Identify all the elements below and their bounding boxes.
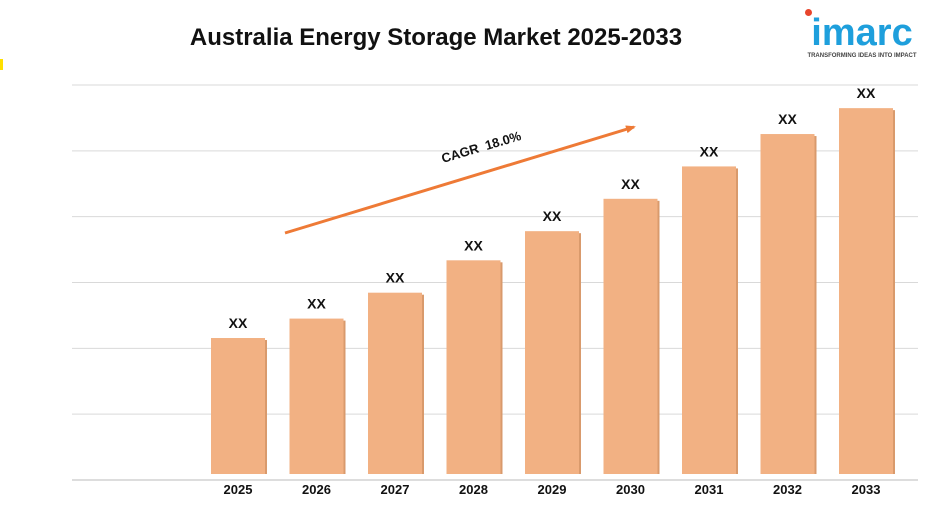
bar-2029	[525, 231, 579, 474]
x-tick-label: 2029	[538, 482, 567, 497]
bar-value-label: XX	[621, 176, 640, 192]
x-tick-label: 2031	[695, 482, 724, 497]
brand-name: imarc	[811, 12, 913, 54]
x-tick-label: 2025	[224, 482, 253, 497]
corner-marker	[0, 59, 3, 70]
bar-2028	[446, 260, 501, 474]
bar-2030	[603, 198, 658, 474]
bar-shadow-2029	[579, 233, 581, 474]
bar-value-label: XX	[464, 237, 483, 253]
bar-shadow-2031	[736, 168, 738, 474]
bar-shadow-2025	[265, 340, 267, 474]
bar-2026	[289, 318, 344, 474]
bar-value-label: XX	[857, 85, 876, 101]
bar-shadow-2026	[343, 320, 346, 474]
bars	[211, 108, 895, 474]
x-tick-label: 2033	[852, 482, 881, 497]
bar-value-label: XX	[386, 270, 405, 286]
bar-2032	[760, 134, 815, 474]
bar-shadow-2030	[657, 200, 660, 474]
imarc-logo: imarc TRANSFORMING IDEAS INTO IMPACT	[800, 6, 924, 64]
cagr-label: CAGR 18.0%	[440, 128, 524, 166]
bar-2031	[682, 166, 736, 474]
x-tick-label: 2026	[302, 482, 331, 497]
x-tick-label: 2028	[459, 482, 488, 497]
x-tick-label: 2030	[616, 482, 645, 497]
brand-dot-icon	[805, 9, 812, 16]
bar-shadow-2028	[500, 262, 503, 474]
bar-value-label: XX	[700, 143, 719, 159]
bar-2027	[368, 292, 422, 474]
x-tick-label: 2032	[773, 482, 802, 497]
bar-value-label: XX	[543, 208, 562, 224]
bar-value-label: XX	[229, 315, 248, 331]
bar-2033	[839, 108, 893, 474]
bar-2025	[211, 338, 265, 474]
cagr-arrow	[284, 125, 636, 235]
brand-tagline: TRANSFORMING IDEAS INTO IMPACT	[807, 53, 917, 59]
bar-value-labels: XX XX XX XX XX XX XX XX XX	[229, 85, 876, 331]
bar-value-label: XX	[307, 296, 326, 312]
x-axis-ticks: 2025 2026 2027 2028 2029 2030 2031 2032 2033	[224, 482, 881, 497]
bar-shadow-2033	[893, 110, 895, 474]
chart-title: Australia Energy Storage Market 2025-203…	[189, 24, 683, 51]
bar-shadow-2027	[422, 294, 424, 474]
bar-value-label: XX	[778, 111, 797, 127]
x-tick-label: 2027	[381, 482, 410, 497]
bar-shadow-2032	[814, 136, 817, 474]
